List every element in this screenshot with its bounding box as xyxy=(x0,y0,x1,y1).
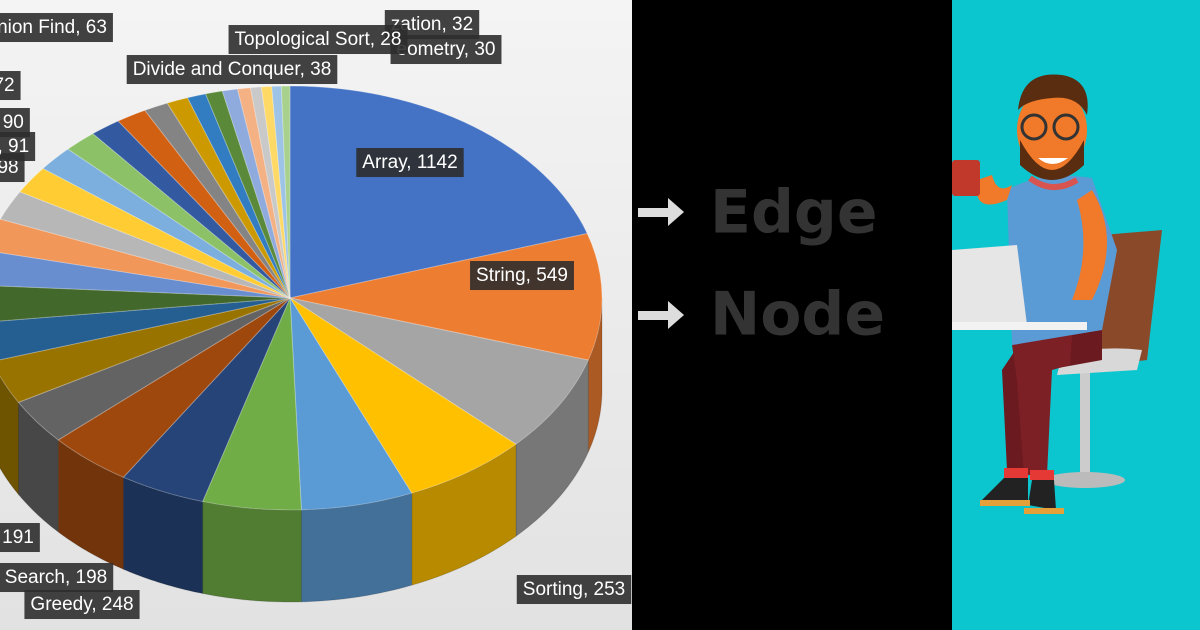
pie-slice xyxy=(144,102,291,299)
data-label-text: String, 549 xyxy=(476,265,568,286)
data-label-text: Search, 198 xyxy=(5,567,107,588)
data-label-text: zation, 32 xyxy=(391,14,473,35)
pie-slice xyxy=(186,93,291,299)
data-label: 72 xyxy=(0,71,21,101)
data-label: Array, 1142 xyxy=(356,148,464,178)
pie-slice xyxy=(260,85,291,299)
data-label: Topological Sort, 28 xyxy=(228,25,408,55)
data-label-text: 72 xyxy=(0,75,15,96)
data-label-text: g, 91 xyxy=(0,136,29,157)
label-box xyxy=(516,575,632,605)
pie-slice xyxy=(271,85,291,299)
label-box xyxy=(24,590,140,620)
label-box xyxy=(126,55,338,85)
pie-slice xyxy=(0,218,291,299)
label-box xyxy=(356,148,464,178)
label-box xyxy=(0,71,21,101)
pie-slice xyxy=(17,297,291,441)
illustration xyxy=(952,0,1200,630)
data-label-text: Sorting, 253 xyxy=(523,579,625,600)
pie-slice xyxy=(289,297,590,445)
center-panel: Edge Node xyxy=(632,0,948,630)
data-label-text: Greedy, 248 xyxy=(30,594,133,615)
slice-side xyxy=(202,500,302,603)
pie-slice xyxy=(289,85,588,299)
pie-slice xyxy=(0,285,291,322)
pie-slice xyxy=(201,297,302,511)
pie-slice xyxy=(42,148,291,299)
data-label: Search, 198 xyxy=(0,563,114,593)
pie-slice xyxy=(19,167,291,299)
label-box xyxy=(0,563,114,593)
pie-slice xyxy=(0,191,291,299)
data-label: Divide and Conquer, 38 xyxy=(126,55,338,85)
data-label: Greedy, 248 xyxy=(24,590,140,620)
pie-slice xyxy=(117,109,291,299)
data-label-text: 191 xyxy=(2,527,34,548)
label-box xyxy=(470,261,574,291)
arrow xyxy=(638,198,684,226)
pie-slice xyxy=(221,88,291,299)
pie-slice xyxy=(280,85,291,299)
pie-slice xyxy=(0,297,291,361)
pie-slice xyxy=(249,86,291,299)
label-box xyxy=(0,108,30,138)
pie-slice xyxy=(92,120,291,299)
data-label: Sorting, 253 xyxy=(516,575,632,605)
pie-slice xyxy=(166,97,291,299)
data-label-text: Topological Sort, 28 xyxy=(235,29,402,50)
pie-slice xyxy=(0,252,291,299)
label-box xyxy=(0,13,113,43)
data-label-text: eometry, 30 xyxy=(397,39,496,60)
pie-slice xyxy=(0,297,291,403)
data-label-text: nion Find, 63 xyxy=(0,17,107,38)
label-box xyxy=(0,523,40,553)
label-box xyxy=(390,35,502,65)
data-label-text: Array, 1142 xyxy=(362,152,457,173)
pie-slice xyxy=(67,133,291,299)
label-box xyxy=(228,25,408,55)
edge-label: Edge xyxy=(710,178,878,248)
pie-slice xyxy=(204,90,291,299)
arrow xyxy=(638,301,684,329)
pie-slice xyxy=(122,297,291,503)
data-label: String, 549 xyxy=(470,261,574,291)
pie-slice xyxy=(289,297,517,494)
data-label-text: Divide and Conquer, 38 xyxy=(133,59,332,80)
data-label: , 90 xyxy=(0,108,30,138)
data-label-text: 98 xyxy=(0,157,19,178)
data-label-text: , 90 xyxy=(0,112,24,133)
node-label: Node xyxy=(710,280,885,350)
pie-slice xyxy=(289,297,413,511)
pie-slice xyxy=(236,87,291,299)
data-label: eometry, 30 xyxy=(390,35,502,65)
pie-slice xyxy=(57,297,291,478)
data-label: nion Find, 63 xyxy=(0,13,113,43)
pie-chart: Array, 1142 String, 549 Sorting, 253 Greedy… xyxy=(0,0,632,630)
data-label: 191 xyxy=(0,523,40,553)
